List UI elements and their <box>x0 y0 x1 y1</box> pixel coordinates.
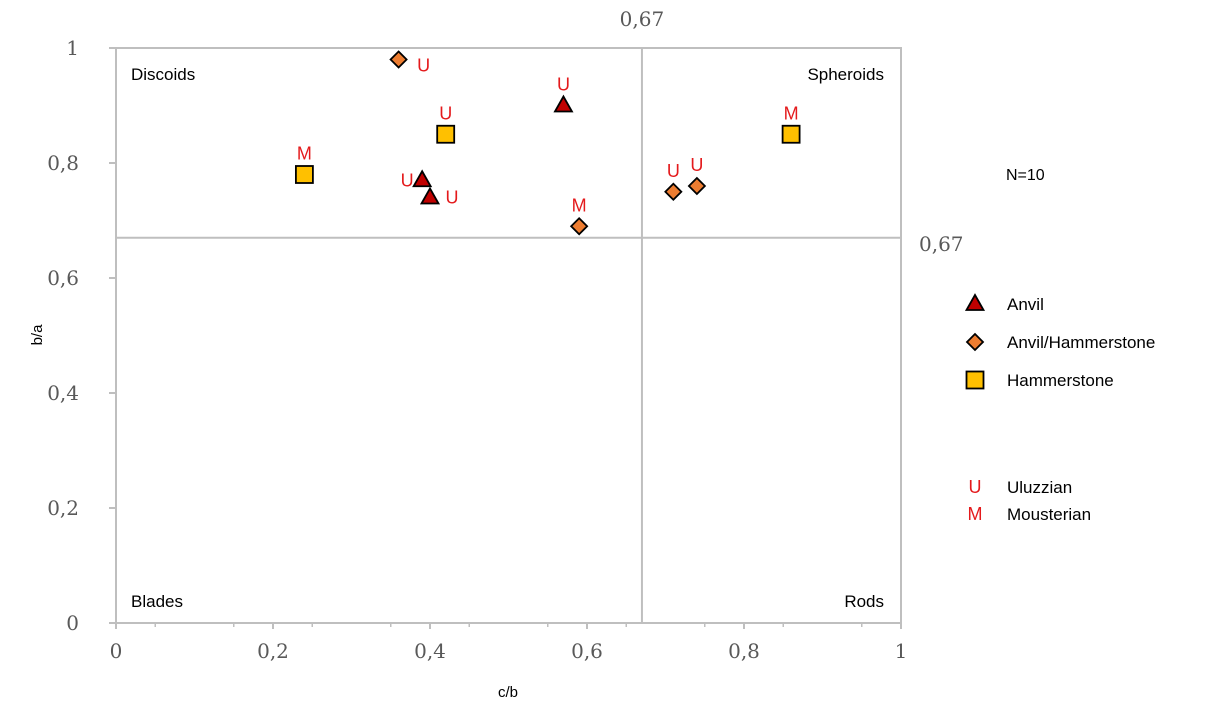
y-tick-label: 0,4 <box>47 381 79 405</box>
data-point <box>664 182 683 202</box>
legend-culture-code: M <box>968 504 983 524</box>
quadrant-label-blades: Blades <box>131 592 183 611</box>
data-point <box>569 216 589 236</box>
culture-label: M <box>784 103 799 123</box>
quadrant-label-rods: Rods <box>844 592 884 611</box>
x-tick-label: 0 <box>110 639 123 663</box>
culture-label: U <box>401 170 414 190</box>
y-axis: 0 0,2 0,4 0,6 0,8 1 <box>47 36 116 635</box>
x-tick-label: 0,2 <box>257 639 289 663</box>
y-axis-title: b/a <box>29 324 46 346</box>
culture-label: U <box>439 103 452 123</box>
data-point <box>781 124 801 144</box>
culture-label: U <box>446 188 459 208</box>
data-point <box>419 186 441 205</box>
culture-label: U <box>557 75 570 95</box>
data-point <box>389 50 408 69</box>
x-tick-label: 0,6 <box>571 639 603 663</box>
culture-label: U <box>417 56 430 76</box>
culture-label: U <box>667 161 680 181</box>
culture-label: M <box>297 144 312 164</box>
data-point <box>412 169 433 188</box>
reference-lines <box>116 48 901 623</box>
plot-frame <box>115 47 902 624</box>
y-tick-label: 0,6 <box>47 266 79 290</box>
y-tick-label: 0,8 <box>47 151 79 175</box>
culture-label: M <box>572 195 587 215</box>
legend-marker <box>965 332 985 352</box>
culture-label: U <box>690 155 703 175</box>
legend-label: Anvil/Hammerstone <box>1007 333 1155 352</box>
legend: Anvil Anvil/Hammerstone Hammerstone U Uluzzi… <box>964 293 1155 524</box>
x-tick-label: 0,4 <box>414 639 446 663</box>
legend-culture-code: U <box>969 477 982 497</box>
legend-marker <box>965 370 985 390</box>
x-tick-label: 1 <box>895 639 908 663</box>
x-tick-label: 0,8 <box>728 639 760 663</box>
data-point <box>294 165 314 184</box>
legend-culture-name: Uluzzian <box>1007 478 1072 497</box>
data-point <box>687 176 707 196</box>
quadrant-label-discoids: Discoids <box>131 65 195 84</box>
legend-label: Hammerstone <box>1007 371 1114 390</box>
legend-label: Anvil <box>1007 295 1044 314</box>
y-tick-label: 0 <box>66 611 79 635</box>
y-tick-label: 0,2 <box>47 496 79 520</box>
quadrant-label-spheroids: Spheroids <box>807 65 884 84</box>
sample-size-label: N=10 <box>1006 167 1045 184</box>
ref-line-y-label: 0,67 <box>919 232 964 256</box>
legend-marker <box>964 293 986 311</box>
legend-culture-name: Mousterian <box>1007 505 1091 524</box>
x-axis-title: c/b <box>498 684 518 701</box>
data-point <box>553 94 574 113</box>
ref-line-x-label: 0,67 <box>620 7 665 31</box>
data-point <box>436 124 456 144</box>
y-tick-label: 1 <box>66 36 79 60</box>
x-axis: 0 0,2 0,4 0,6 0,8 1 <box>110 623 908 663</box>
